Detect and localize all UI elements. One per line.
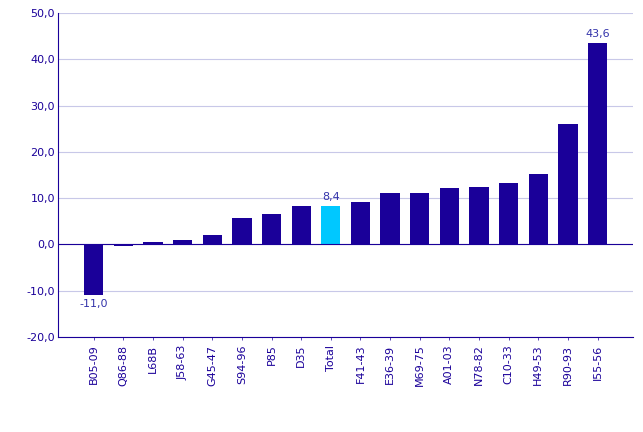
Text: 8,4: 8,4 [322,192,340,202]
Bar [291,206,311,245]
Bar [173,240,192,245]
Bar [440,188,459,245]
Text: 43,6: 43,6 [585,29,610,39]
Bar [381,194,400,245]
Bar [84,245,104,295]
Bar [588,43,607,245]
Bar [410,194,430,245]
Bar [321,206,340,245]
Bar [232,218,251,245]
Bar [529,174,548,245]
Bar [203,235,222,245]
Bar [558,124,577,245]
Bar [114,245,133,246]
Bar [351,202,370,245]
Bar [499,183,518,245]
Bar [262,214,281,245]
Bar [469,187,489,245]
Text: -11,0: -11,0 [80,299,108,308]
Bar [143,242,163,245]
